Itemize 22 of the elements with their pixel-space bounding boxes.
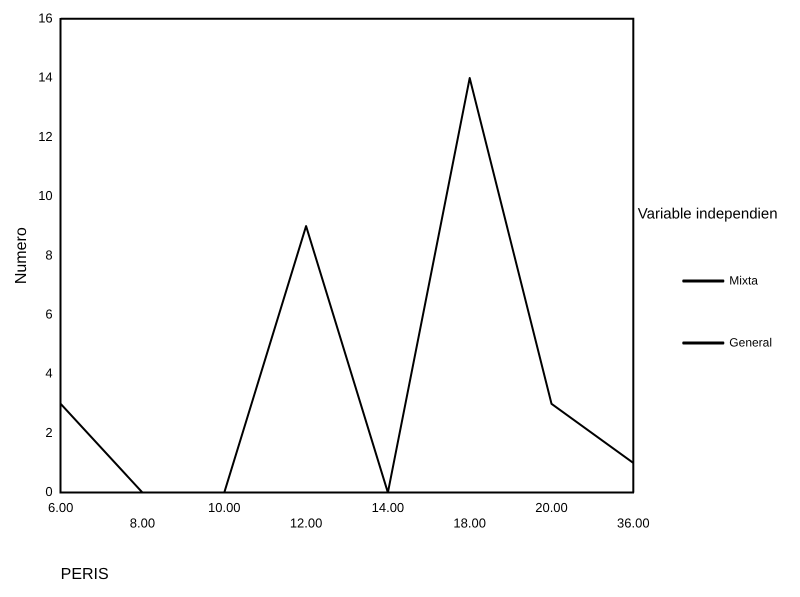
x-axis-title: PERIS bbox=[60, 566, 109, 583]
y-tick-label: 2 bbox=[45, 424, 53, 440]
y-tick-label: 8 bbox=[45, 247, 53, 262]
legend-label: General bbox=[729, 335, 772, 350]
x-tick-label: 6.00 bbox=[48, 500, 74, 515]
y-tick-label: 12 bbox=[38, 128, 53, 144]
y-tick-label: 10 bbox=[38, 188, 53, 204]
x-tick-label: 8.00 bbox=[130, 516, 156, 531]
y-tick-label: 4 bbox=[45, 366, 53, 381]
x-tick-label: 10.00 bbox=[208, 500, 241, 515]
legend-title: Variable independien bbox=[638, 206, 778, 223]
x-tick-label: 20.00 bbox=[535, 500, 568, 515]
y-tick-label: 0 bbox=[45, 484, 53, 500]
x-tick-label: 14.00 bbox=[372, 500, 404, 515]
y-tick-label: 6 bbox=[45, 306, 53, 322]
x-tick-label: 12.00 bbox=[290, 516, 322, 531]
x-tick-label: 18.00 bbox=[453, 516, 486, 531]
x-tick-label: 36.00 bbox=[617, 516, 650, 531]
y-axis-title: Numero bbox=[13, 227, 30, 284]
y-tick-label: 14 bbox=[38, 70, 53, 85]
y-tick-label: 16 bbox=[38, 10, 53, 26]
legend-label: Mixta bbox=[729, 273, 758, 288]
